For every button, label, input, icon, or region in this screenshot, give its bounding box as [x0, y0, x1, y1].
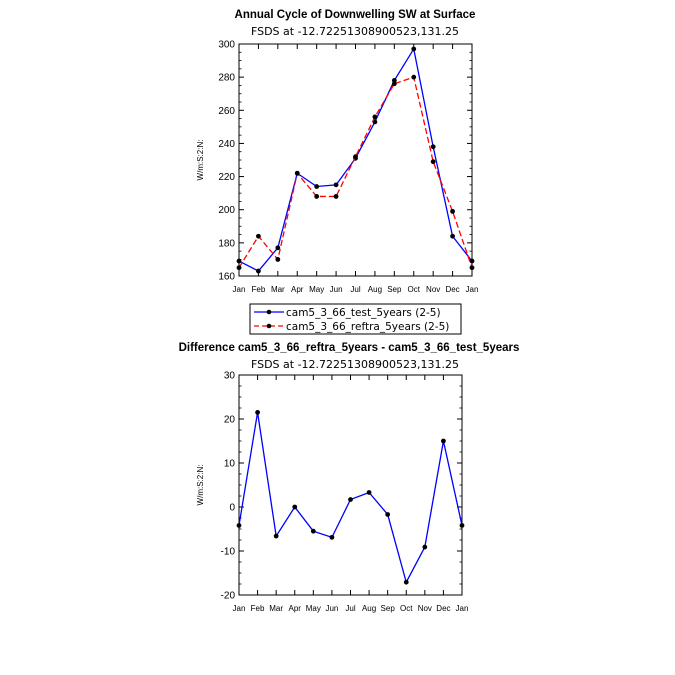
- data-point: [294, 170, 300, 176]
- x-tick-label: Mar: [269, 604, 283, 613]
- data-point: [469, 265, 475, 271]
- data-point: [348, 497, 353, 502]
- axis-ticks: 160 180 200 220 240 260 280 300 Jan Feb Mar Apr May J…: [218, 40, 478, 295]
- data-point: [292, 504, 298, 510]
- data-point: [236, 523, 242, 528]
- data-point: [275, 245, 281, 251]
- data-point: [385, 512, 391, 517]
- x-tick-label: Apr: [291, 285, 304, 294]
- annual-cycle-chart: Annual Cycle of Downwelling SW at Surfac…: [196, 9, 478, 335]
- legend-marker-test: [266, 309, 272, 315]
- data-point: [430, 144, 436, 150]
- data-point: [391, 81, 397, 87]
- x-tick-label: Dec: [445, 285, 459, 294]
- x-tick-label: May: [306, 604, 321, 613]
- plot-frame: [238, 374, 463, 596]
- y-tick-label: 280: [218, 73, 235, 84]
- x-tick-label: Apr: [289, 604, 302, 613]
- y-tick-label: -20: [221, 591, 236, 602]
- data-point: [333, 182, 339, 188]
- difference-chart: Difference cam5_3_66_reftra_5years - cam…: [179, 342, 520, 613]
- y-tick-label: 160: [218, 272, 235, 283]
- data-point: [329, 534, 335, 540]
- y-tick-label: 240: [218, 139, 235, 150]
- series-group: [236, 410, 465, 585]
- x-tick-label: Jul: [350, 285, 360, 294]
- data-point: [450, 233, 455, 239]
- chart-subtitle: FSDS at -12.72251308900523,131.25: [251, 358, 459, 371]
- data-point: [236, 258, 242, 264]
- x-tick-label: Jan: [233, 604, 246, 613]
- x-tick-label: Nov: [426, 285, 440, 294]
- data-point: [391, 78, 397, 83]
- x-tick-label: May: [309, 285, 324, 294]
- y-axis-label: W/m:S:2:N:: [196, 140, 205, 181]
- x-tick-label: Jun: [330, 285, 343, 294]
- y-tick-label: -10: [221, 547, 236, 558]
- data-point: [310, 528, 316, 534]
- data-point: [314, 184, 320, 189]
- data-point: [450, 208, 455, 214]
- x-tick-label: Oct: [400, 604, 413, 613]
- data-point: [469, 258, 475, 264]
- data-point: [441, 438, 446, 444]
- legend-label-reftra: cam5_3_66_reftra_5years (2-5): [286, 321, 449, 333]
- x-tick-label: Sep: [381, 604, 396, 613]
- y-tick-label: 10: [224, 459, 236, 470]
- data-point: [273, 533, 279, 539]
- data-point: [275, 257, 281, 262]
- x-tick-label: Jul: [345, 604, 355, 613]
- legend-label-test: cam5_3_66_test_5years (2-5): [286, 307, 441, 319]
- data-point: [314, 194, 320, 199]
- y-tick-label: 220: [218, 172, 235, 183]
- y-axis-label: W/m:S:2:N:: [196, 465, 205, 506]
- data-point: [459, 523, 465, 528]
- y-tick-label: 300: [218, 40, 235, 51]
- data-point: [372, 114, 378, 120]
- x-tick-label: Sep: [387, 285, 402, 294]
- x-tick-label: Aug: [368, 285, 382, 294]
- y-tick-label: 0: [229, 503, 235, 514]
- data-point: [422, 544, 428, 550]
- x-tick-label: Dec: [436, 604, 450, 613]
- x-tick-label: Feb: [251, 604, 265, 613]
- data-point: [353, 154, 358, 160]
- data-point: [236, 265, 242, 271]
- legend-marker-reftra: [266, 323, 272, 329]
- series-line-1: [238, 76, 473, 269]
- x-tick-label: Jan: [233, 285, 246, 294]
- x-tick-label: Jan: [466, 285, 479, 294]
- chart-subtitle: FSDS at -12.72251308900523,131.25: [251, 25, 459, 38]
- data-point: [411, 46, 417, 52]
- x-tick-label: Mar: [271, 285, 285, 294]
- x-tick-label: Jan: [456, 604, 469, 613]
- x-tick-label: Aug: [362, 604, 376, 613]
- legend-box: [249, 303, 462, 335]
- axis-ticks: -20 -10 0 10 20 30 Jan Feb Mar Apr May Jun Jul Aug Sep…: [221, 371, 469, 614]
- y-tick-label: 260: [218, 106, 235, 117]
- data-point: [333, 194, 339, 199]
- x-tick-label: Nov: [418, 604, 432, 613]
- y-tick-label: 180: [218, 238, 235, 249]
- chart-title: Annual Cycle of Downwelling SW at Surfac…: [235, 9, 476, 21]
- x-tick-label: Jun: [325, 604, 338, 613]
- x-tick-label: Feb: [252, 285, 266, 294]
- y-tick-label: 30: [224, 371, 236, 382]
- data-point: [256, 233, 261, 239]
- legend: cam5_3_66_test_5years (2-5) cam5_3_66_re…: [249, 303, 462, 335]
- chart-title: Difference cam5_3_66_reftra_5years - cam…: [179, 342, 520, 354]
- data-point: [430, 159, 436, 165]
- data-point: [366, 490, 372, 495]
- data-point: [411, 74, 417, 80]
- data-point: [255, 410, 260, 415]
- series-group: [236, 46, 475, 274]
- y-tick-label: 20: [224, 415, 236, 426]
- x-tick-label: Oct: [408, 285, 421, 294]
- data-point: [256, 268, 261, 274]
- y-tick-label: 200: [218, 205, 235, 216]
- data-point: [403, 579, 409, 585]
